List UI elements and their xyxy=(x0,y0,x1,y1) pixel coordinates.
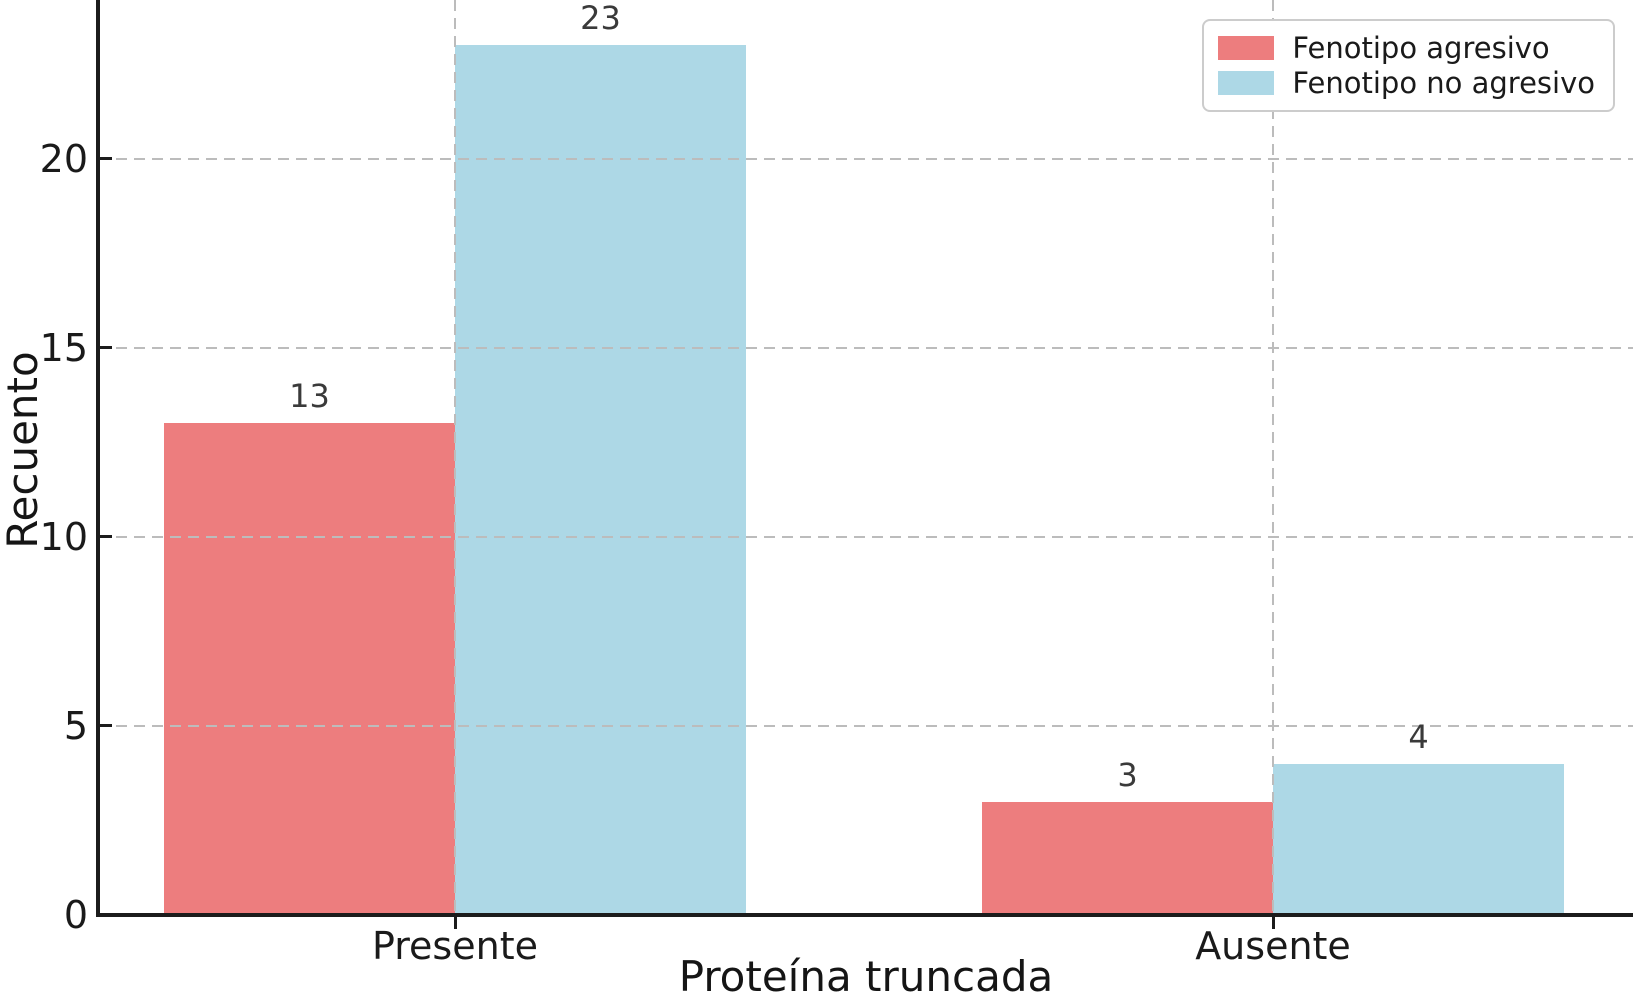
y-axis-label: Recuento xyxy=(0,351,47,549)
legend-label: Fenotipo agresivo xyxy=(1292,31,1550,65)
bar-value-label: 23 xyxy=(580,0,621,38)
gridline-y-5 xyxy=(98,724,1633,727)
bar-value-label: 3 xyxy=(1117,755,1138,794)
legend-swatch-fenotipo-no-agresivo xyxy=(1218,71,1275,95)
legend-item: Fenotipo no agresivo xyxy=(1218,67,1595,99)
gridline-y-15 xyxy=(98,346,1633,349)
y-tick-label-5: 5 xyxy=(63,703,88,748)
x-axis-line xyxy=(96,913,1633,917)
y-tick-mark-10 xyxy=(100,535,112,539)
y-tick-mark-5 xyxy=(100,724,112,728)
bar-value-label: 4 xyxy=(1408,717,1429,756)
y-tick-label-10: 10 xyxy=(39,514,88,559)
legend: Fenotipo agresivo Fenotipo no agresivo xyxy=(1202,19,1615,112)
bar-ausente-fenotipo-no-agresivo xyxy=(1273,763,1564,915)
bar-presente-fenotipo-no-agresivo xyxy=(455,45,746,915)
bar-ausente-fenotipo-agresivo xyxy=(982,801,1273,915)
gridline-x-presente xyxy=(454,0,456,915)
bar-value-label: 13 xyxy=(289,377,330,416)
x-axis-label: Proteína truncada xyxy=(678,952,1054,1000)
legend-swatch-fenotipo-agresivo xyxy=(1218,36,1275,60)
y-tick-label-20: 20 xyxy=(39,136,88,181)
y-tick-label-0: 0 xyxy=(63,893,88,937)
legend-label: Fenotipo no agresivo xyxy=(1292,66,1595,100)
y-tick-mark-15 xyxy=(100,346,112,350)
y-tick-label-15: 15 xyxy=(39,325,88,370)
x-tick-mark-ausente xyxy=(1271,917,1275,929)
bar-presente-fenotipo-agresivo xyxy=(164,423,455,915)
gridline-y-20 xyxy=(98,157,1633,160)
y-tick-mark-20 xyxy=(100,157,112,161)
y-tick-mark-0 xyxy=(100,913,112,917)
y-axis-spine xyxy=(96,0,100,917)
gridline-x-ausente xyxy=(1272,0,1274,915)
x-tick-label-ausente: Ausente xyxy=(1195,924,1351,968)
x-tick-label-presente: Presente xyxy=(372,924,538,968)
legend-item: Fenotipo agresivo xyxy=(1218,32,1595,64)
gridline-y-10 xyxy=(98,535,1633,538)
x-tick-mark-presente xyxy=(453,917,457,929)
